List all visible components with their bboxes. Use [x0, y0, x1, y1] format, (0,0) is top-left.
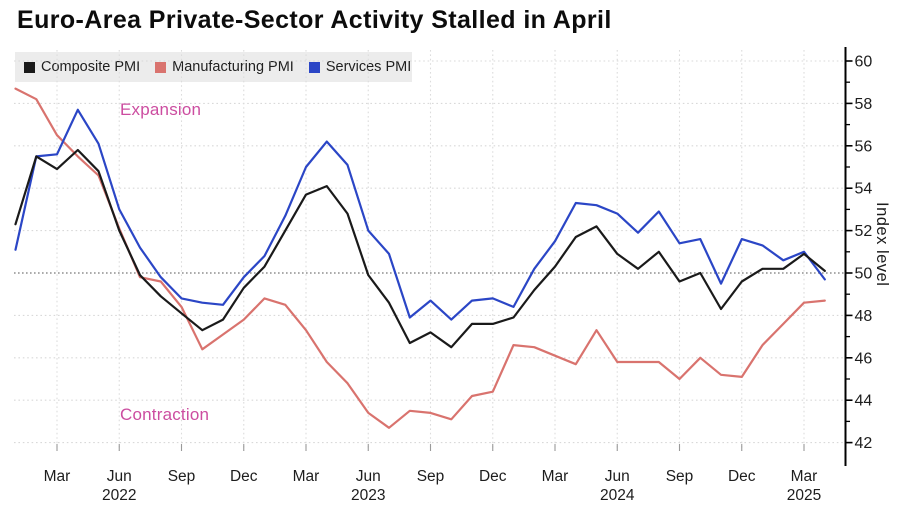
vertical-gridlines: [56, 50, 805, 451]
legend-item-composite: Composite PMI: [24, 59, 140, 75]
legend-item-manufacturing: Manufacturing PMI: [155, 59, 294, 75]
y-tick-label: 44: [855, 393, 873, 410]
expansion-label: Expansion: [120, 100, 202, 119]
y-tick-label: 48: [855, 308, 873, 325]
y-tick-label: 46: [855, 350, 873, 367]
y-tick-label: 54: [855, 181, 873, 198]
x-tick-label: Sep: [168, 468, 196, 485]
contraction-label: Contraction: [120, 405, 210, 424]
x-tick-label: Dec: [479, 468, 507, 485]
y-tick-label: 52: [855, 223, 873, 240]
x-year-label: 2022: [102, 487, 136, 504]
series-line-manufacturing-pmi: [14, 87, 826, 429]
x-tick-label: Mar: [542, 468, 569, 485]
y-tick-label: 50: [855, 266, 873, 283]
y-axis: 42 44 46 48 50 52 54 56 58 60: [844, 47, 873, 466]
legend-item-services: Services PMI: [308, 59, 412, 75]
x-tick-label: Dec: [230, 468, 258, 485]
x-tick-label: Mar: [293, 468, 320, 485]
services-swatch-icon: [308, 61, 320, 73]
x-tick-label: Mar: [791, 468, 818, 485]
composite-swatch-icon: [24, 61, 35, 73]
y-tick-label: 42: [855, 435, 873, 452]
series-line-composite-pmi: [14, 148, 826, 349]
x-year-label: 2023: [351, 487, 385, 504]
y-tick-label: 56: [855, 138, 873, 155]
manufacturing-swatch-icon: [155, 61, 167, 73]
x-tick-label: Jun: [356, 468, 381, 485]
chart-title: Euro-Area Private-Sector Activity Stalle…: [17, 6, 612, 34]
x-axis-labels: Mar Jun 2022 Sep Dec Mar Jun 2023 Sep Dec Mar Jun 20…: [44, 468, 822, 504]
legend-label-manufacturing: Manufacturing PMI: [172, 59, 294, 75]
y-tick-label: 58: [855, 96, 873, 113]
x-tick-label: Sep: [417, 468, 445, 485]
chart-legend: Composite PMI Manufacturing PMI Services…: [15, 52, 412, 82]
x-tick-label: Mar: [44, 468, 71, 485]
x-tick-label: Dec: [728, 468, 756, 485]
legend-label-composite: Composite PMI: [41, 59, 141, 75]
legend-label-services: Services PMI: [325, 59, 412, 75]
x-year-label: 2025: [787, 487, 821, 504]
y-tick-label: 60: [855, 54, 873, 71]
x-tick-label: Sep: [666, 468, 694, 485]
x-tick-label: Jun: [107, 468, 132, 485]
series-line-services-pmi: [14, 108, 826, 321]
x-tick-label: Jun: [605, 468, 630, 485]
y-axis-title: Index level: [873, 202, 891, 287]
x-year-label: 2024: [600, 487, 635, 504]
